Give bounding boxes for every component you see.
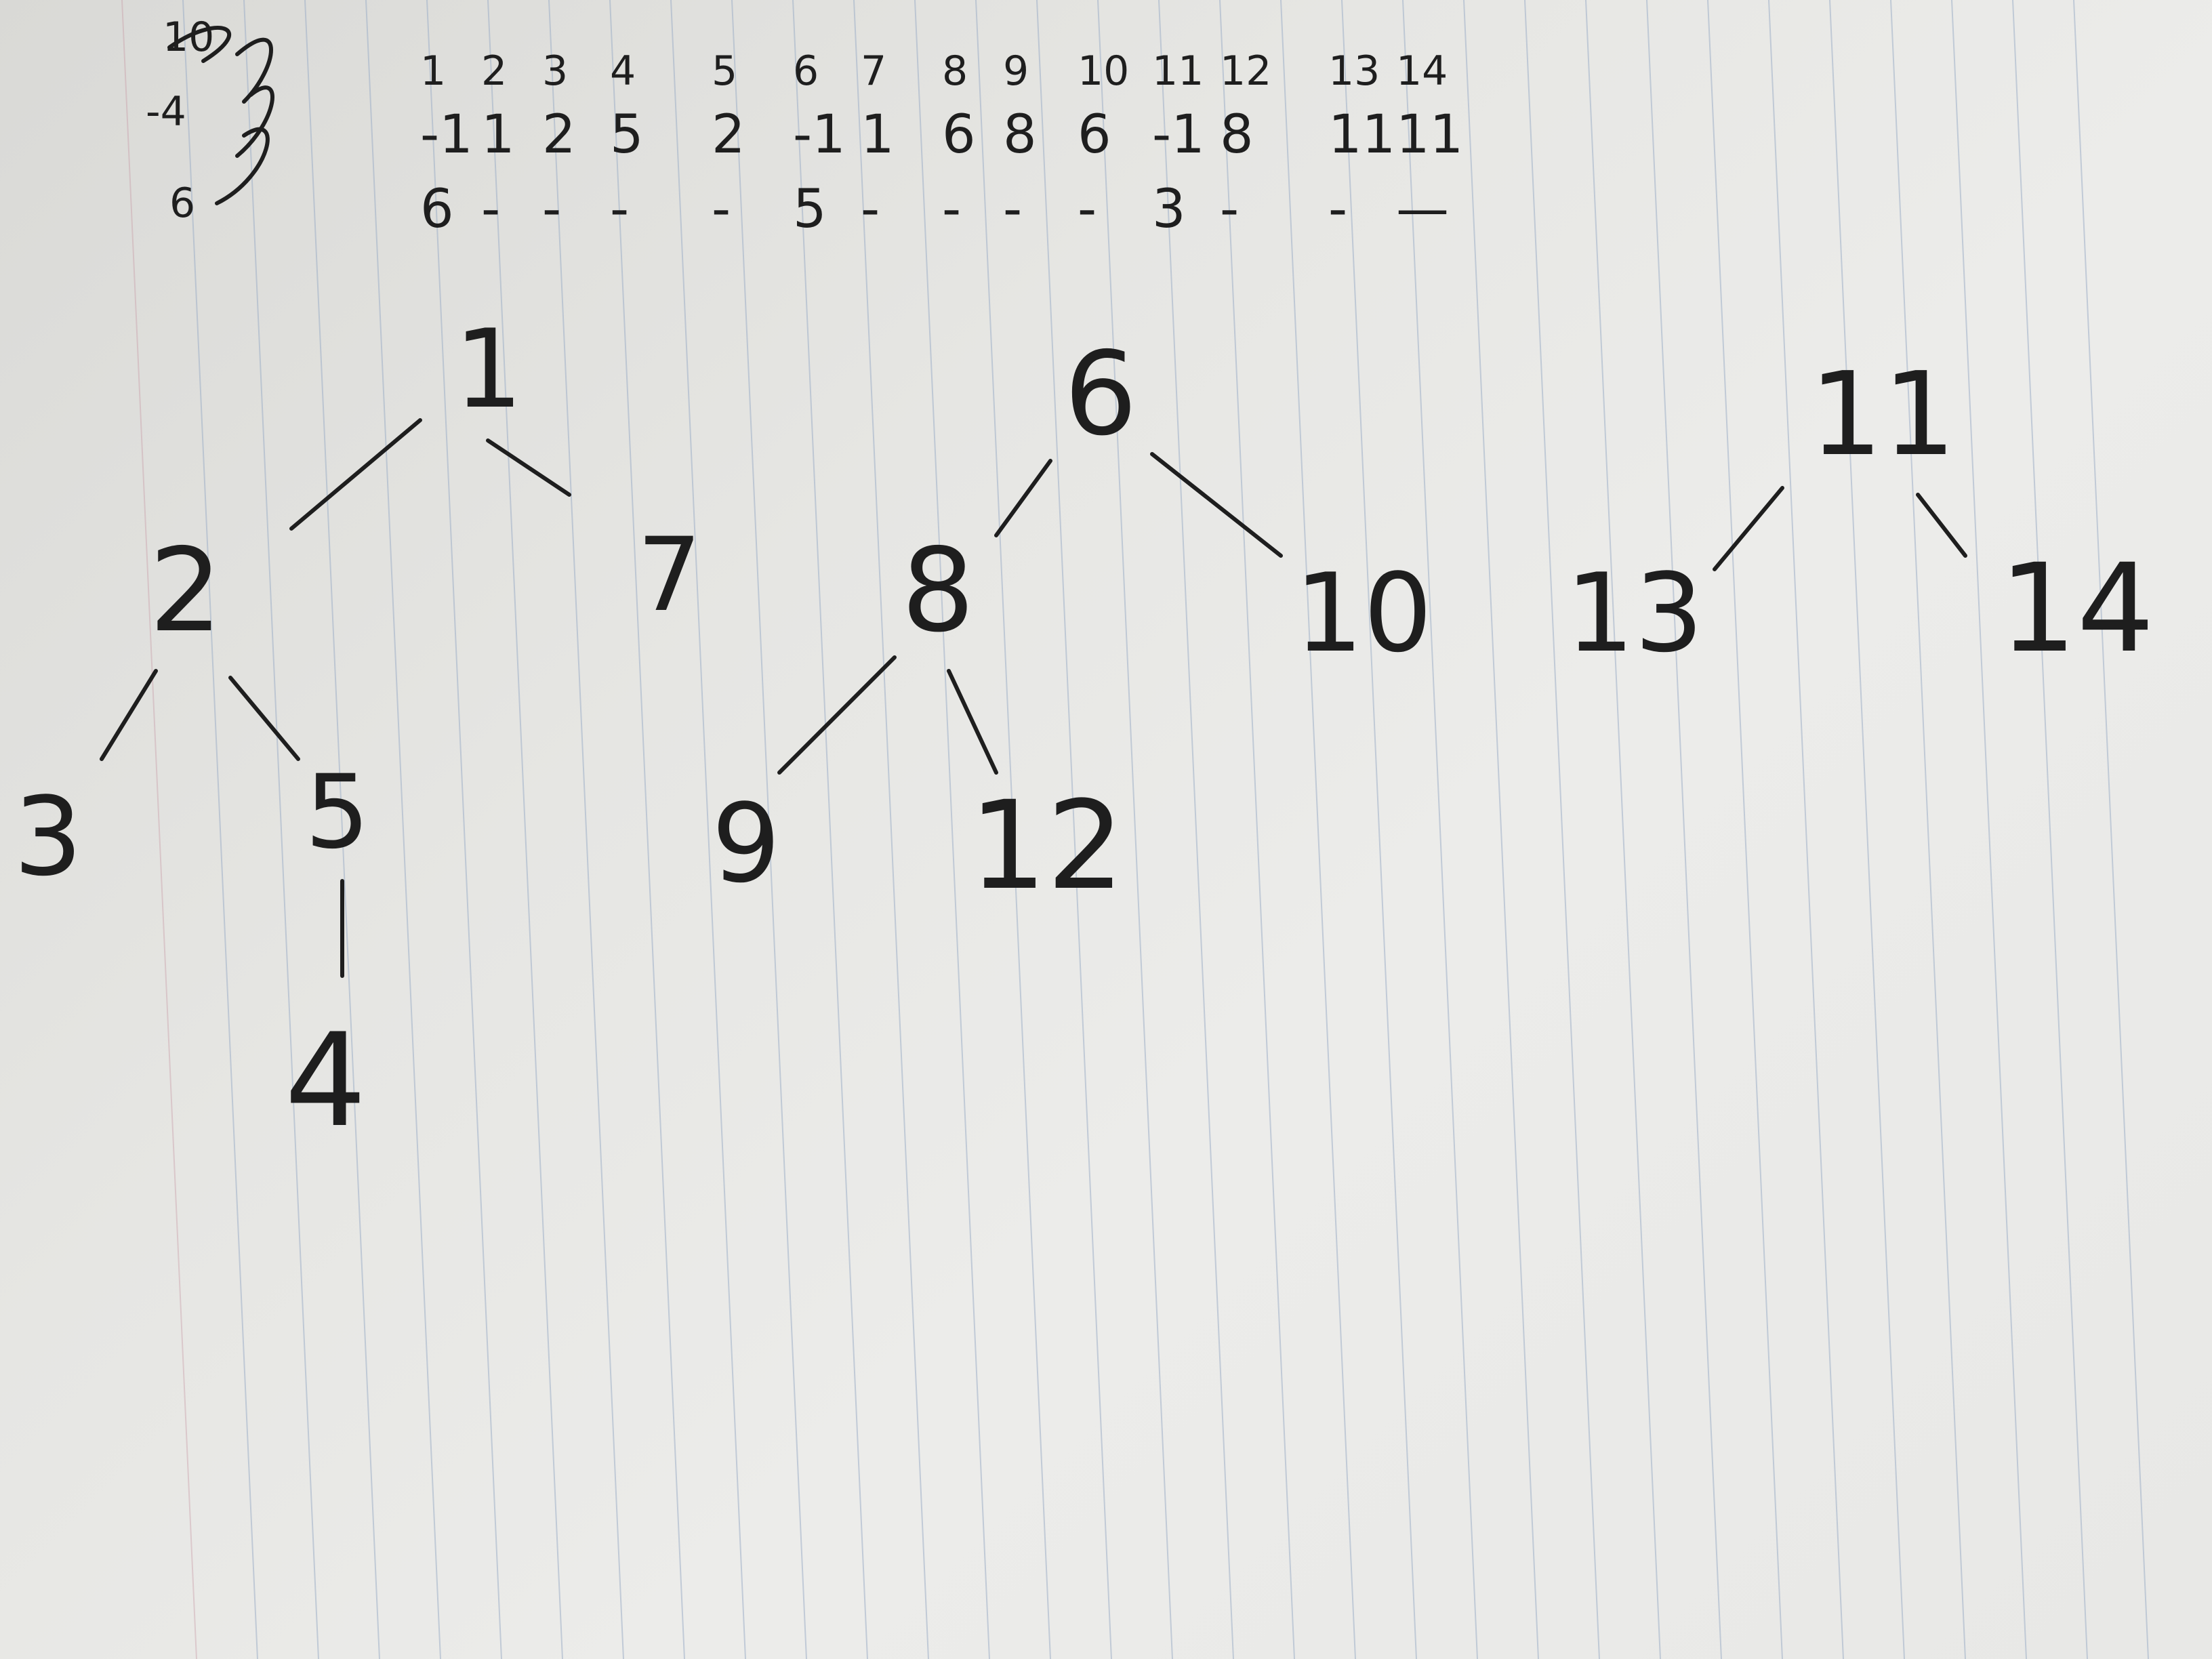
index-cell-2: 2 (481, 47, 507, 95)
size-cell-10: - (1078, 179, 1097, 240)
margin-mark-2: -4 (146, 88, 186, 136)
tree1-node-3: 3 (14, 773, 83, 900)
parent-cell-5: 2 (712, 104, 745, 165)
index-cell-4: 4 (610, 47, 636, 95)
tree1-node-4: 4 (285, 1006, 367, 1155)
index-cell-5: 5 (712, 47, 737, 95)
size-cell-2: - (481, 179, 500, 240)
tree-3: 11 13 14 (1565, 348, 2154, 680)
index-cell-3: 3 (542, 47, 568, 95)
size-cell-6: 5 (793, 179, 827, 240)
tree1-root-node: 1 (454, 306, 523, 432)
margin-scribbles: 10 -4 6 (146, 14, 274, 227)
size-cell-5: - (712, 179, 731, 240)
union-find-array-table: 1 2 3 4 5 6 7 8 9 10 11 12 13 14 -1 1 2 5 2 -1 1 6 8 6 -1 8 11 11 … (420, 47, 1463, 240)
index-cell-8: 8 (942, 47, 968, 95)
size-row: 6- - - -5- - - -3- - — (420, 179, 1449, 240)
size-cell-12: - (1220, 179, 1239, 240)
parent-cell-13: 11 (1328, 104, 1395, 165)
index-cell-13: 13 (1328, 47, 1380, 95)
size-cell-7: - (861, 179, 880, 240)
size-cell-11: 3 (1152, 179, 1186, 240)
tree-2: 6 8 10 9 12 (712, 327, 1433, 917)
size-cell-1: 6 (420, 179, 454, 240)
parent-cell-3: 2 (542, 104, 576, 165)
tree3-node-14: 14 (1999, 538, 2154, 680)
parent-cell-1: -1 (420, 104, 473, 165)
tree2-node-12: 12 (969, 775, 1124, 917)
index-row: 1 2 3 4 5 6 7 8 9 10 11 12 13 14 (420, 47, 1448, 95)
parent-cell-2: 1 (481, 104, 515, 165)
index-cell-12: 12 (1220, 47, 1271, 95)
size-cell-9: - (1003, 179, 1022, 240)
size-cell-14: — (1396, 179, 1449, 240)
tree3-node-13: 13 (1565, 550, 1704, 676)
tree2-node-9: 9 (712, 780, 781, 907)
margin-mark-3: 6 (169, 180, 195, 227)
index-cell-1: 1 (420, 47, 446, 95)
tree2-root-node: 6 (1064, 327, 1137, 462)
parent-cell-8: 6 (942, 104, 976, 165)
parent-cell-11: -1 (1152, 104, 1205, 165)
tree1-node-7: 7 (637, 516, 701, 634)
parent-cell-7: 1 (861, 104, 895, 165)
index-cell-10: 10 (1078, 47, 1129, 95)
parent-cell-6: -1 (793, 104, 846, 165)
index-cell-6: 6 (793, 47, 819, 95)
size-cell-8: - (942, 179, 961, 240)
index-cell-7: 7 (861, 47, 886, 95)
size-cell-13: - (1328, 179, 1347, 240)
tree2-node-10: 10 (1294, 550, 1433, 676)
tree1-node-2: 2 (149, 524, 222, 658)
index-cell-14: 14 (1396, 47, 1448, 95)
index-cell-11: 11 (1152, 47, 1204, 95)
parent-row: -1 1 2 5 2 -1 1 6 8 6 -1 8 11 11 (420, 104, 1463, 165)
index-cell-9: 9 (1003, 47, 1029, 95)
size-cell-4: - (610, 179, 629, 240)
parent-cell-10: 6 (1078, 104, 1111, 165)
tree1-node-5: 5 (305, 754, 369, 872)
parent-cell-14: 11 (1396, 104, 1463, 165)
tree2-node-8: 8 (901, 524, 975, 658)
parent-cell-12: 8 (1220, 104, 1254, 165)
size-cell-3: - (542, 179, 561, 240)
parent-cell-9: 8 (1003, 104, 1037, 165)
tree-1: 1 2 7 3 5 4 (14, 306, 701, 1155)
tree3-root-node: 11 (1809, 348, 1956, 482)
parent-cell-4: 5 (610, 104, 644, 165)
ruled-lines (121, 0, 2149, 1659)
